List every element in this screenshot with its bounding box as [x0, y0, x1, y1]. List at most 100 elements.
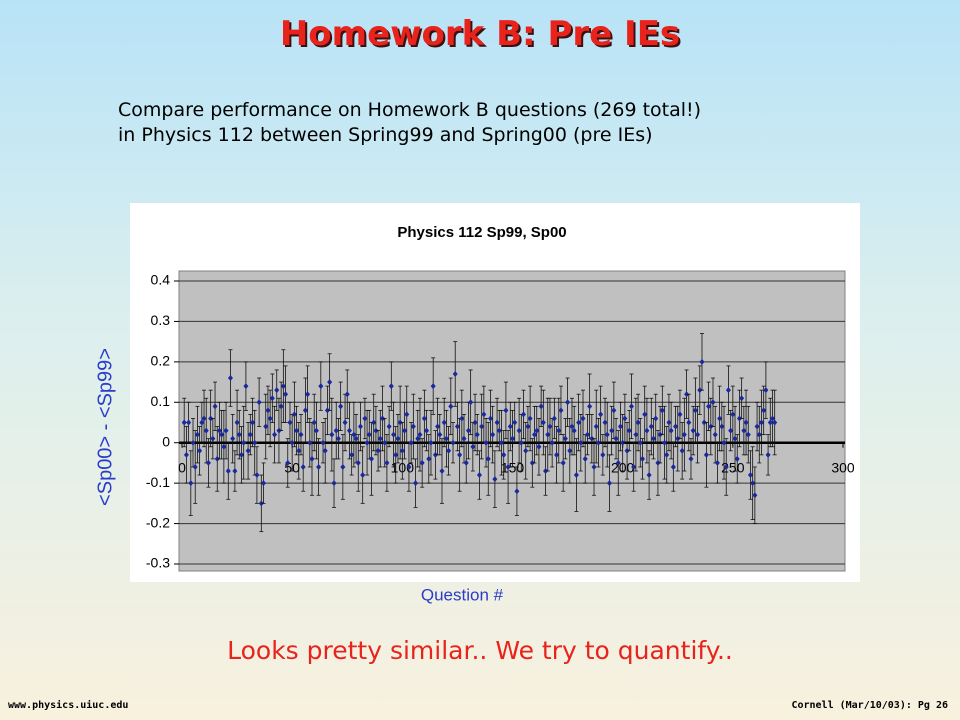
point [604, 431, 610, 438]
point [349, 451, 355, 458]
point [441, 419, 447, 426]
point [721, 439, 727, 446]
point [298, 431, 304, 438]
point [699, 358, 705, 365]
point [463, 459, 469, 466]
point [287, 419, 293, 426]
point [318, 383, 324, 390]
point [622, 415, 628, 422]
point [516, 427, 522, 434]
point [595, 439, 601, 446]
y-tick-label: 0 [162, 433, 170, 449]
point [402, 427, 408, 434]
point [527, 415, 533, 422]
point [659, 407, 665, 414]
point [393, 451, 399, 458]
point [664, 451, 670, 458]
point [340, 463, 346, 470]
point [269, 395, 275, 402]
point [717, 415, 723, 422]
point [648, 423, 654, 430]
point [677, 411, 683, 418]
point [714, 459, 720, 466]
point [395, 435, 401, 442]
point [261, 480, 267, 487]
point [364, 439, 370, 446]
point [305, 391, 311, 398]
point [406, 463, 412, 470]
point [252, 439, 258, 446]
point [538, 403, 544, 410]
point [205, 459, 211, 466]
point [291, 411, 297, 418]
point [371, 419, 377, 426]
x-tick-label: 0 [178, 459, 186, 475]
point [236, 431, 242, 438]
point [615, 459, 621, 466]
point [675, 435, 681, 442]
point [338, 403, 344, 410]
point [197, 447, 203, 454]
point [606, 480, 612, 487]
y-tick-label: -0.1 [146, 474, 170, 490]
point [223, 427, 229, 434]
point [280, 383, 286, 390]
point [263, 423, 269, 430]
point [375, 447, 381, 454]
point [708, 423, 714, 430]
point [346, 427, 352, 434]
point [739, 395, 745, 402]
point [307, 439, 313, 446]
point [245, 447, 251, 454]
point [745, 431, 751, 438]
point [549, 439, 555, 446]
point [769, 415, 775, 422]
point [327, 379, 333, 386]
point [765, 451, 771, 458]
point [637, 439, 643, 446]
point [532, 431, 538, 438]
point [342, 419, 348, 426]
point [651, 435, 657, 442]
point [512, 419, 518, 426]
point [668, 427, 674, 434]
y-axis-label: <Sp00> - <Sp99> [94, 348, 116, 506]
point [609, 427, 615, 434]
point [210, 435, 216, 442]
point [435, 423, 441, 430]
point [386, 423, 392, 430]
footer-left: www.physics.uiuc.edu [8, 700, 129, 711]
point [382, 439, 388, 446]
point [540, 419, 546, 426]
point [459, 415, 465, 422]
point [695, 431, 701, 438]
point [573, 472, 579, 479]
point [662, 439, 668, 446]
point [335, 435, 341, 442]
point [424, 427, 430, 434]
point [216, 427, 222, 434]
point [238, 451, 244, 458]
point [225, 468, 231, 475]
point [666, 419, 672, 426]
point [413, 480, 419, 487]
point [558, 407, 564, 414]
point [450, 439, 456, 446]
point [589, 435, 595, 442]
point [631, 463, 637, 470]
point [750, 480, 756, 487]
point [316, 463, 322, 470]
point [510, 435, 515, 442]
point [439, 468, 445, 475]
point [562, 435, 568, 442]
point [192, 463, 198, 470]
point [230, 435, 236, 442]
point [626, 427, 632, 434]
point [501, 451, 507, 458]
point [582, 455, 588, 462]
point [706, 403, 712, 410]
point [391, 431, 397, 438]
point [417, 431, 423, 438]
description-line: Compare performance on Homework B questi… [118, 99, 702, 121]
point [465, 427, 471, 434]
